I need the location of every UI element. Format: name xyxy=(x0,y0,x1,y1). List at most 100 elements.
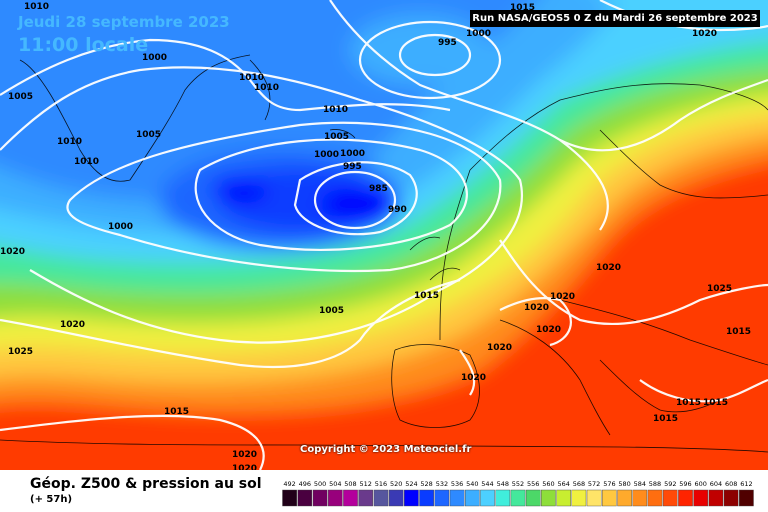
isobar-labels: 1010 1015 1000 995 1000 1020 1010 1010 1… xyxy=(0,2,751,470)
isobar-label: 1005 xyxy=(324,132,349,142)
model-run-banner: Run NASA/GEOS5 0 Z du Mardi 26 septembre… xyxy=(470,10,760,27)
scale-swatch xyxy=(297,489,313,507)
scale-swatch xyxy=(510,489,526,507)
scale-tick-label: 532 xyxy=(436,480,448,488)
scale-tick-label: 580 xyxy=(618,480,630,488)
scale-swatch xyxy=(282,489,297,507)
scale-swatch xyxy=(693,489,709,507)
isobar-label: 1010 xyxy=(57,137,82,147)
isobar-label: 1010 xyxy=(323,105,348,115)
scale-swatch xyxy=(617,489,632,507)
scale-swatch xyxy=(328,489,343,507)
scale-tick-label: 508 xyxy=(344,480,356,488)
isobar-label: 995 xyxy=(343,162,362,172)
isobar-label: 1010 xyxy=(254,83,279,93)
scale-tick-label: 540 xyxy=(466,480,478,488)
isobar-lines xyxy=(0,0,768,470)
isobar-label: 1020 xyxy=(550,292,575,302)
isobar-label: 1015 xyxy=(653,414,678,424)
forecast-date: Jeudi 28 septembre 2023 xyxy=(18,13,230,31)
isobar-label: 995 xyxy=(438,38,457,48)
scale-swatch xyxy=(586,489,602,507)
scale-tick-label: 556 xyxy=(527,480,539,488)
scale-tick-label: 584 xyxy=(634,480,646,488)
scale-tick-label: 576 xyxy=(603,480,615,488)
scale-tick-label: 568 xyxy=(573,480,585,488)
scale-tick-label: 524 xyxy=(405,480,417,488)
isobar-label: 1010 xyxy=(24,2,49,12)
isobar-label: 1020 xyxy=(596,263,621,273)
scale-tick-label: 612 xyxy=(740,480,752,488)
isobar-label: 1020 xyxy=(60,320,85,330)
scale-tick-label: 588 xyxy=(649,480,661,488)
scale-swatch xyxy=(343,489,358,507)
scale-swatch xyxy=(404,489,419,507)
scale-swatch xyxy=(739,489,754,507)
scale-swatch xyxy=(480,489,495,507)
scale-swatch xyxy=(541,489,556,507)
scale-tick-label: 572 xyxy=(588,480,600,488)
scale-tick-label: 608 xyxy=(725,480,737,488)
isobar-label: 1020 xyxy=(487,343,512,353)
isobar-label: 1015 xyxy=(510,3,535,13)
isobar-label: 1025 xyxy=(707,284,732,294)
forecast-local-time: 11:00 locale xyxy=(18,34,149,56)
isobar-label: 1010 xyxy=(239,73,264,83)
scale-swatch xyxy=(571,489,587,507)
isobar-label: 1000 xyxy=(466,29,491,39)
scale-tick-label: 596 xyxy=(679,480,691,488)
isobar-label: 1025 xyxy=(8,347,33,357)
scale-tick-label: 528 xyxy=(420,480,432,488)
isobar-label: 1020 xyxy=(536,325,561,335)
scale-tick-label: 500 xyxy=(314,480,326,488)
scale-swatch xyxy=(312,489,328,507)
scale-tick-label: 592 xyxy=(664,480,676,488)
scale-tick-label: 548 xyxy=(497,480,509,488)
scale-tick-label: 600 xyxy=(694,480,706,488)
scale-swatch xyxy=(632,489,648,507)
isobar-label: 1015 xyxy=(726,327,751,337)
isobar-label: 1020 xyxy=(232,464,257,470)
scale-swatch xyxy=(434,489,450,507)
geopotential-map: 1010 1015 1000 995 1000 1020 1010 1010 1… xyxy=(0,0,768,470)
isobar-label: 1000 xyxy=(340,149,365,159)
isobar-label: 1000 xyxy=(314,150,339,160)
scale-swatch xyxy=(358,489,373,507)
scale-tick-label: 564 xyxy=(557,480,569,488)
scale-swatch xyxy=(449,489,465,507)
isobar-label: 1020 xyxy=(0,247,25,257)
isobar-label: 990 xyxy=(388,205,407,215)
isobar-label: 1005 xyxy=(8,92,33,102)
scale-swatch xyxy=(723,489,739,507)
scale-swatch xyxy=(602,489,617,507)
isobar-label: 1015 xyxy=(676,398,701,408)
isobar-label: 1015 xyxy=(414,291,439,301)
scale-swatch xyxy=(556,489,572,507)
scale-swatch xyxy=(419,489,434,507)
isobar-label: 1015 xyxy=(703,398,728,408)
scale-swatch xyxy=(678,489,693,507)
scale-tick-label: 504 xyxy=(329,480,341,488)
isobar-label: 1020 xyxy=(232,450,257,460)
scale-swatch xyxy=(647,489,663,507)
scale-tick-label: 512 xyxy=(359,480,371,488)
scale-tick-label: 604 xyxy=(710,480,722,488)
copyright-notice: Copyright © 2023 Meteociel.fr xyxy=(300,444,472,455)
legend-title: Géop. Z500 & pression au sol xyxy=(30,476,262,492)
scale-tick-label: 492 xyxy=(283,480,295,488)
isobar-label: 1005 xyxy=(319,306,344,316)
scale-swatch xyxy=(388,489,404,507)
isobar-label: 1000 xyxy=(108,222,133,232)
legend-subtitle: (+ 57h) xyxy=(30,494,73,505)
scale-tick-label: 496 xyxy=(299,480,311,488)
scale-swatch xyxy=(662,489,678,507)
isobar-label: 1020 xyxy=(692,29,717,39)
scale-tick-label: 544 xyxy=(481,480,493,488)
scale-tick-label: 552 xyxy=(512,480,524,488)
scale-swatch xyxy=(708,489,724,507)
scale-swatch xyxy=(525,489,541,507)
isobar-label: 1020 xyxy=(461,373,486,383)
color-scale: 492 496 500 504 508 512 516 520 524 528 532 536 540 5… xyxy=(282,480,754,507)
scale-tick-label: 520 xyxy=(390,480,402,488)
